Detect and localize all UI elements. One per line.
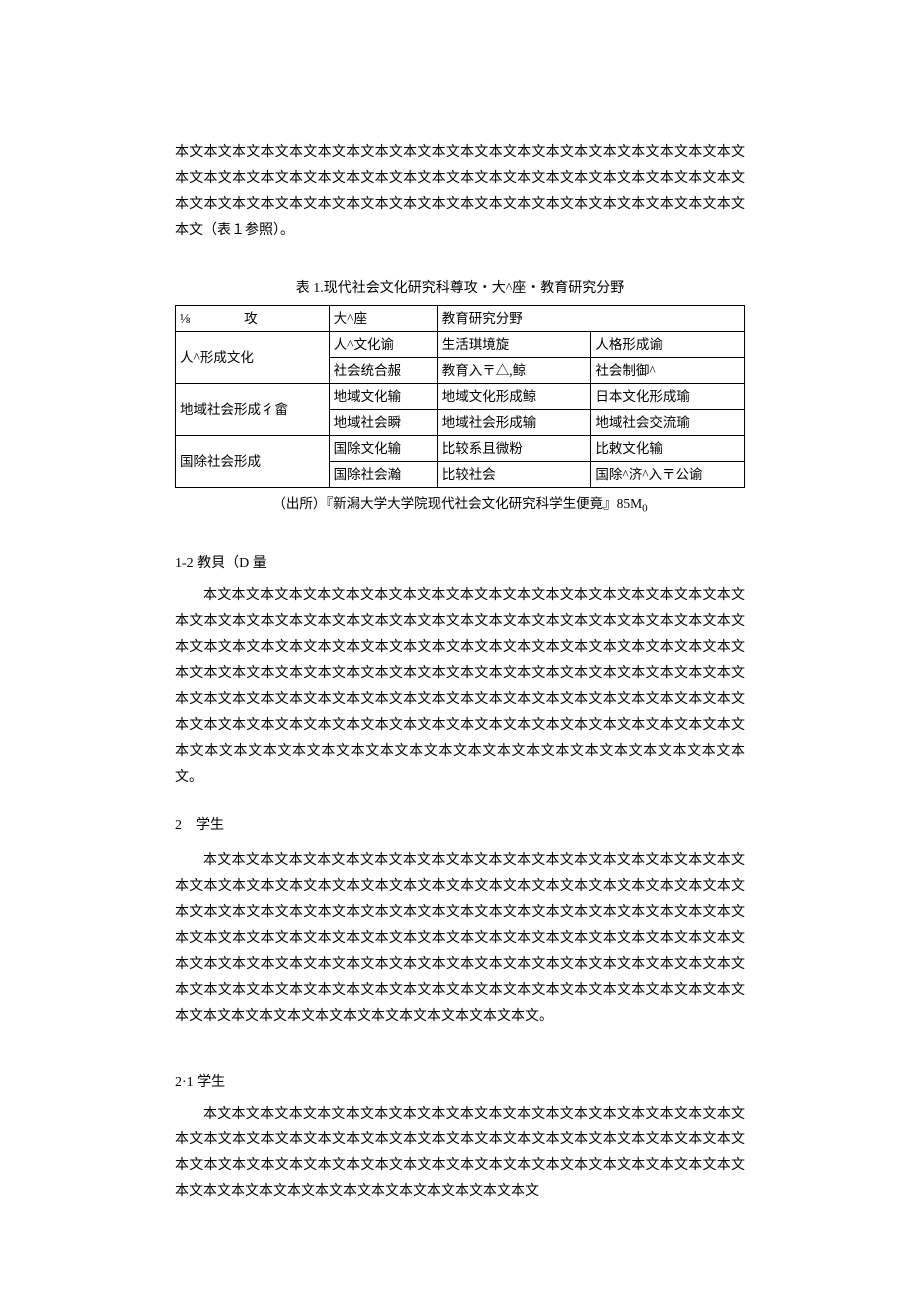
cell: 国除社会瀚: [329, 462, 437, 488]
header-cell: ⅛ 攻: [176, 306, 330, 332]
cell: 地域社会形成输: [437, 410, 591, 436]
intro-paragraph: 本文本文本文本文本文本文本文本文本文本文本文本文本文本文本文本文本文本文本文本文…: [175, 140, 745, 244]
header-cell: 教育研究分野: [437, 306, 744, 332]
cell: 生活琪境旋: [437, 332, 591, 358]
cell: 地域社会瞬: [329, 410, 437, 436]
cell: 地域社会交流瑜: [591, 410, 745, 436]
note-subscript: 0: [642, 503, 648, 515]
table-row: 人^形成文化 人^文化谕 生活琪境旋 人格形成谕: [176, 332, 745, 358]
cell: 国除^济^入〒公谕: [591, 462, 745, 488]
cell: 人格形成谕: [591, 332, 745, 358]
note-text: （出所）『新潟大学大学院现代社会文化研究科学生便竟』85M: [272, 496, 642, 511]
cell: 比较系且微粉: [437, 436, 591, 462]
cell: 国除文化输: [329, 436, 437, 462]
table-header-row: ⅛ 攻 大^座 教育研究分野: [176, 306, 745, 332]
cell: 教育入〒△,鲸: [437, 358, 591, 384]
cell: 日本文化形成瑜: [591, 384, 745, 410]
cell: 社会制御^: [591, 358, 745, 384]
table-row: 国除社会形成 国除文化输 比较系且微粉 比敕文化输: [176, 436, 745, 462]
cell: 地域文化形成鲸: [437, 384, 591, 410]
cell: 比较社会: [437, 462, 591, 488]
table-title: 表 1.现代社会文化研究科尊攻・大^座・教育研究分野: [175, 276, 745, 302]
paragraph-2: 本文本文本文本文本文本文本文本文本文本文本文本文本文本文本文本文本文本文本文本文…: [175, 848, 745, 1029]
row-span-cell: 地域社会形成彳畲: [176, 384, 330, 436]
cell: 人^文化谕: [329, 332, 437, 358]
header-cell: 大^座: [329, 306, 437, 332]
paragraph-1-2: 本文本文本文本文本文本文本文本文本文本文本文本文本文本文本文本文本文本文本文本文…: [175, 583, 745, 790]
research-fields-table: ⅛ 攻 大^座 教育研究分野 人^形成文化 人^文化谕 生活琪境旋 人格形成谕 …: [175, 305, 745, 488]
subheading-1-2: 1-2 教貝（D 量: [175, 551, 745, 577]
table-source-note: （出所）『新潟大学大学院现代社会文化研究科学生便竟』85M0: [175, 492, 745, 519]
heading-2: 2 学生: [175, 813, 745, 839]
cell: 地域文化输: [329, 384, 437, 410]
subheading-2-1: 2·1 学生: [175, 1070, 745, 1096]
paragraph-2-1: 本文本文本文本文本文本文本文本文本文本文本文本文本文本文本文本文本文本文本文本文…: [175, 1102, 745, 1206]
cell: 比敕文化输: [591, 436, 745, 462]
row-span-cell: 国除社会形成: [176, 436, 330, 488]
cell: 社会统合赧: [329, 358, 437, 384]
row-span-cell: 人^形成文化: [176, 332, 330, 384]
table-row: 地域社会形成彳畲 地域文化输 地域文化形成鲸 日本文化形成瑜: [176, 384, 745, 410]
